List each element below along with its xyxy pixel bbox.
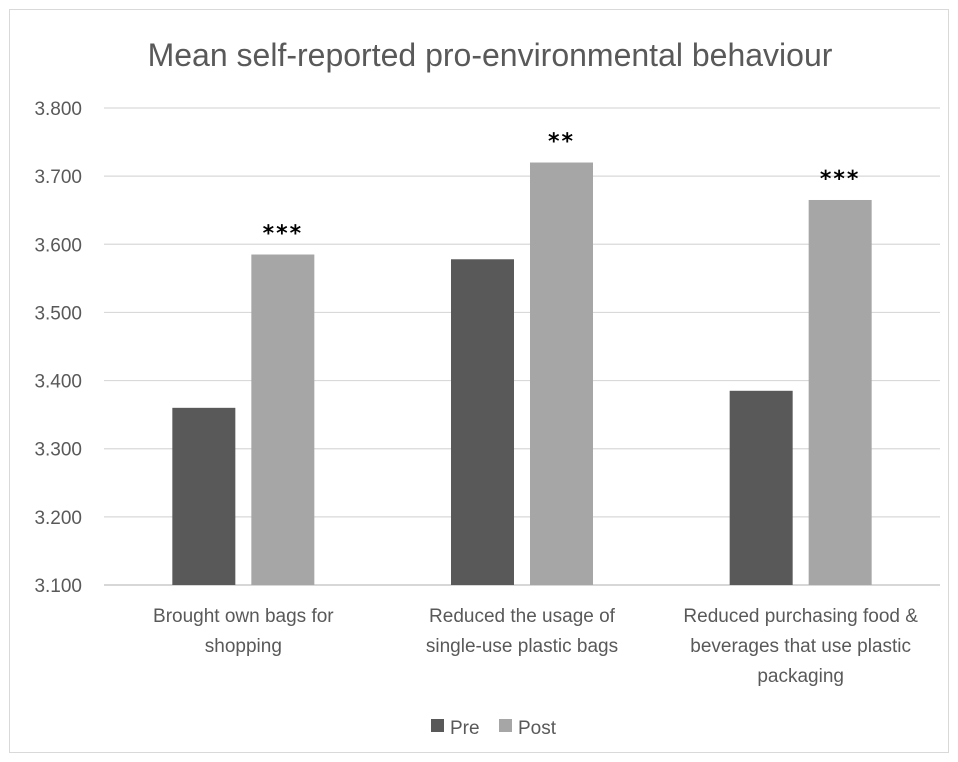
bar-pre [172, 407, 236, 585]
significance-label: *** [263, 222, 304, 247]
y-tick-label: 3.800 [34, 99, 82, 120]
category-label: Reduced purchasing food & beverages that … [683, 606, 918, 687]
bar-post [530, 162, 593, 585]
legend: Pre Post [431, 718, 557, 739]
significance-label: ** [548, 130, 575, 155]
chart-title: Mean self-reported pro-environmental beh… [148, 37, 833, 73]
y-tick-label: 3.200 [34, 508, 82, 529]
significance-label: *** [820, 167, 861, 192]
legend-swatch-post [499, 719, 512, 732]
y-tick-label: 3.700 [34, 167, 82, 188]
gridlines [104, 107, 940, 586]
bar-pre [729, 390, 793, 585]
bar-pre [451, 259, 514, 585]
y-tick-label: 3.100 [34, 576, 82, 597]
x-axis-categories: Brought own bags for shopping Reduced the … [153, 606, 918, 687]
y-tick-label: 3.500 [34, 303, 82, 324]
y-tick-label: 3.400 [34, 372, 82, 393]
significance-annotations: ******** [263, 130, 861, 247]
bar-post [251, 254, 315, 585]
legend-label-post: Post [518, 718, 557, 739]
y-axis-ticks: 3.100 3.200 3.300 3.400 3.500 3.600 3.700 3.800 [34, 99, 82, 597]
legend-swatch-pre [431, 719, 444, 732]
y-tick-label: 3.600 [34, 235, 82, 256]
bars [172, 162, 872, 585]
category-label: Brought own bags for shopping [153, 606, 334, 657]
legend-label-pre: Pre [450, 718, 480, 739]
bar-post [808, 199, 872, 585]
y-tick-label: 3.300 [34, 440, 82, 461]
category-label: Reduced the usage of single-use plastic b… [426, 606, 618, 657]
